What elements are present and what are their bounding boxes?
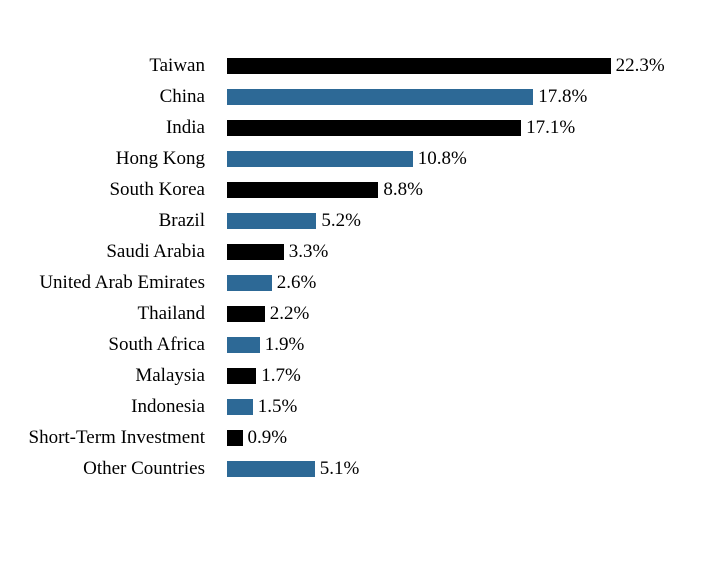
bar — [227, 460, 315, 477]
category-label: China — [159, 86, 205, 107]
bar — [227, 181, 379, 198]
bar — [227, 88, 534, 105]
chart-row: Taiwan 22.3% — [0, 50, 704, 81]
chart-row: Brazil 5.2% — [0, 205, 704, 236]
category-label: Taiwan — [149, 55, 205, 76]
value-label: 8.8% — [383, 179, 423, 200]
chart-row: South Africa 1.9% — [0, 329, 704, 360]
value-label: 10.8% — [417, 148, 467, 169]
bar — [227, 305, 265, 322]
chart-row: Hong Kong 10.8% — [0, 143, 704, 174]
chart-row: United Arab Emirates 2.6% — [0, 267, 704, 298]
category-label: Brazil — [158, 210, 205, 231]
chart-row: Other Countries 5.1% — [0, 453, 704, 484]
category-label: Malaysia — [135, 365, 205, 386]
category-label: Saudi Arabia — [106, 241, 205, 262]
category-label: Hong Kong — [115, 148, 205, 169]
category-label: India — [165, 117, 205, 138]
chart-row: Indonesia 1.5% — [0, 391, 704, 422]
country-allocation-bar-chart: Taiwan 22.3% China 17.8% India 17.1% Hon… — [0, 50, 704, 484]
value-label: 5.2% — [321, 210, 361, 231]
chart-row: Short-Term Investment 0.9% — [0, 422, 704, 453]
category-label: South Korea — [109, 179, 205, 200]
value-label: 22.3% — [615, 55, 665, 76]
category-label: Short-Term Investment — [28, 427, 206, 448]
chart-row: China 17.8% — [0, 81, 704, 112]
value-label: 0.9% — [247, 427, 288, 448]
bar — [227, 212, 317, 229]
category-label: South Africa — [108, 334, 205, 355]
bar — [227, 336, 260, 353]
bar — [227, 429, 243, 446]
bar — [227, 150, 413, 167]
category-label: Indonesia — [131, 396, 205, 417]
bar — [227, 57, 611, 74]
chart-row: Saudi Arabia 3.3% — [0, 236, 704, 267]
value-label: 17.1% — [526, 117, 576, 138]
chart-row: Malaysia 1.7% — [0, 360, 704, 391]
category-label: United Arab Emirates — [39, 272, 205, 293]
bar — [227, 367, 257, 384]
value-label: 17.8% — [538, 86, 588, 107]
value-label: 2.2% — [269, 303, 310, 324]
chart-row: India 17.1% — [0, 112, 704, 143]
bar — [227, 398, 253, 415]
value-label: 1.9% — [264, 334, 305, 355]
chart-row: South Korea 8.8% — [0, 174, 704, 205]
bar — [227, 274, 272, 291]
bar — [227, 119, 522, 136]
value-label: 1.7% — [261, 365, 301, 386]
value-label: 1.5% — [257, 396, 298, 417]
value-label: 5.1% — [319, 458, 360, 479]
bar — [227, 243, 284, 260]
category-label: Thailand — [137, 303, 205, 324]
chart-row: Thailand 2.2% — [0, 298, 704, 329]
value-label: 3.3% — [288, 241, 329, 262]
value-label: 2.6% — [276, 272, 317, 293]
category-label: Other Countries — [83, 458, 205, 479]
